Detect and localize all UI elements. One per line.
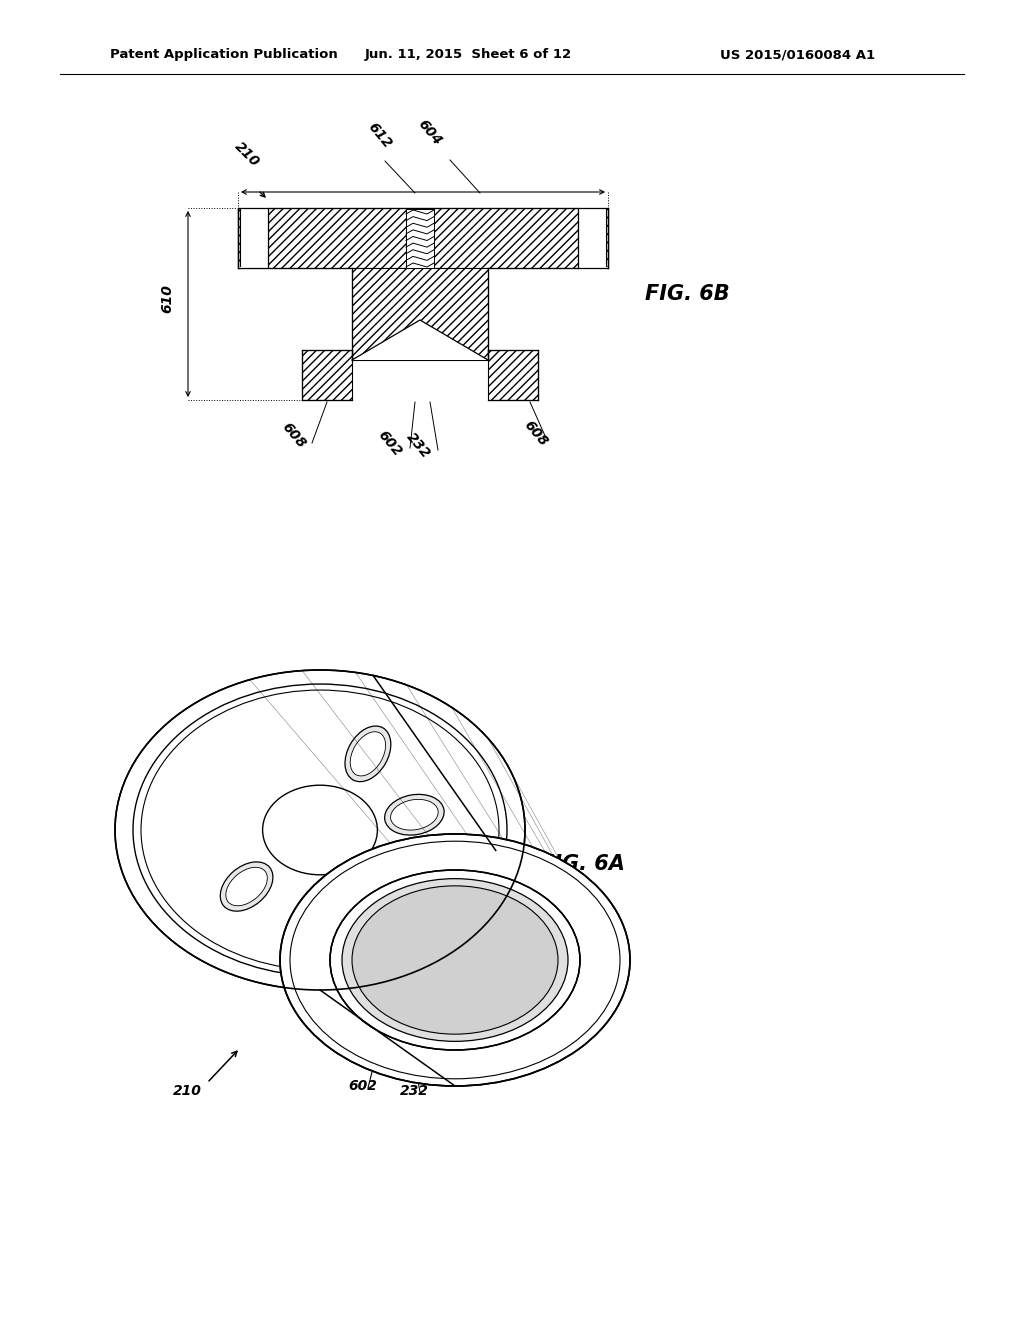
Bar [488,350,538,400]
Bar [238,209,268,268]
Text: Patent Application Publication: Patent Application Publication [110,48,338,61]
Ellipse shape [300,888,340,948]
Text: 232: 232 [403,430,433,461]
Text: 232: 232 [400,1084,429,1098]
Bar [406,209,434,268]
Text: Jun. 11, 2015  Sheet 6 of 12: Jun. 11, 2015 Sheet 6 of 12 [365,48,572,61]
Text: 608: 608 [280,420,308,451]
Ellipse shape [390,800,438,830]
Text: 610: 610 [160,284,174,313]
Ellipse shape [133,684,507,975]
Ellipse shape [330,870,580,1049]
Ellipse shape [342,879,568,1041]
Ellipse shape [305,894,335,942]
Text: US 2015/0160084 A1: US 2015/0160084 A1 [720,48,876,61]
Ellipse shape [115,671,525,990]
Ellipse shape [367,862,420,911]
Ellipse shape [350,731,386,776]
Text: 604: 604 [415,117,444,148]
Bar [302,350,352,400]
Bar [238,209,240,268]
Text: 210: 210 [232,140,262,170]
Text: 210: 210 [173,1084,202,1098]
Bar [578,209,608,268]
Ellipse shape [226,867,267,906]
Ellipse shape [262,785,378,875]
Text: FIG. 6B: FIG. 6B [645,284,730,304]
Text: 602: 602 [348,1078,377,1093]
Text: 604: 604 [278,797,307,810]
Bar [238,209,268,268]
Bar [606,209,608,268]
Ellipse shape [385,795,444,836]
Ellipse shape [352,886,558,1034]
Ellipse shape [345,726,391,781]
Text: 612: 612 [365,120,394,150]
Ellipse shape [220,862,273,911]
Text: 608: 608 [521,418,551,449]
Ellipse shape [280,834,630,1086]
Bar [268,209,578,268]
Ellipse shape [373,867,414,906]
Text: 602: 602 [376,428,404,459]
Polygon shape [352,319,488,360]
Text: 608: 608 [490,1041,519,1055]
Text: FIG. 6A: FIG. 6A [540,854,625,874]
Bar [352,268,488,360]
Ellipse shape [141,690,499,970]
